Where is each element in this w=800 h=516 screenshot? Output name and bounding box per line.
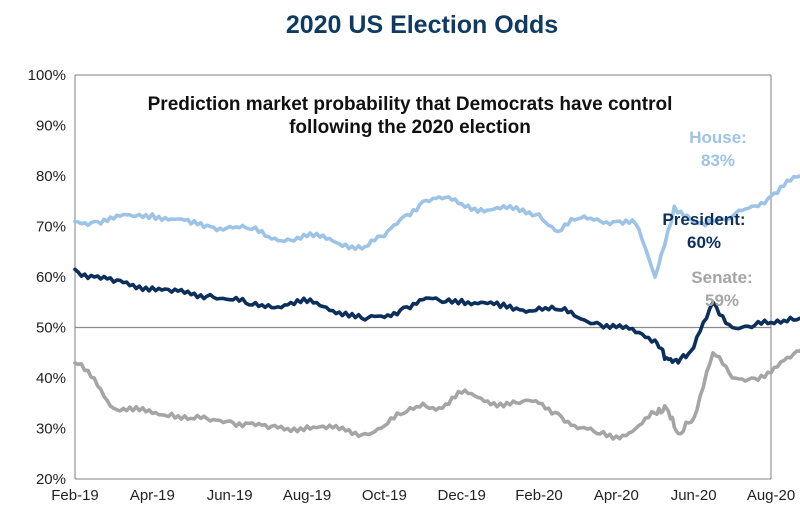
x-tick-label: Dec-19 bbox=[437, 487, 485, 504]
x-tick-label: Jun-19 bbox=[207, 487, 253, 504]
x-tick-label: Apr-20 bbox=[594, 487, 639, 504]
series-lines bbox=[73, 174, 800, 441]
series-name-label: Senate: bbox=[691, 268, 752, 287]
y-tick-label: 70% bbox=[36, 219, 66, 236]
y-tick-label: 90% bbox=[36, 118, 66, 135]
y-tick-label: 30% bbox=[36, 421, 66, 438]
x-tick-label: Oct-19 bbox=[362, 487, 407, 504]
y-tick-label: 20% bbox=[36, 471, 66, 488]
y-tick-label: 100% bbox=[28, 67, 66, 84]
x-tick-label: Feb-20 bbox=[515, 487, 563, 504]
y-tick-label: 80% bbox=[36, 168, 66, 185]
series-line-senate bbox=[73, 348, 800, 441]
y-tick-label: 60% bbox=[36, 269, 66, 286]
x-tick-label: Jun-20 bbox=[671, 487, 717, 504]
series-line-president bbox=[73, 267, 800, 365]
series-end-value-label: 83% bbox=[701, 151, 735, 170]
series-labels: House: 83% President: 60% Senate: 59% bbox=[662, 128, 752, 310]
series-name-label: House: bbox=[689, 128, 747, 147]
series-end-value-label: 59% bbox=[705, 291, 739, 310]
x-tick-label: Aug-19 bbox=[283, 487, 331, 504]
x-tick-label: Aug-20 bbox=[747, 487, 795, 504]
series-end-value-label: 60% bbox=[687, 233, 721, 252]
chart-title: 2020 US Election Odds bbox=[286, 11, 558, 39]
x-tick-label: Feb-19 bbox=[51, 487, 99, 504]
y-axis: 20% 30% 40% 50% 60% 70% 80% 90% 100% bbox=[28, 67, 66, 488]
y-tick-label: 40% bbox=[36, 370, 66, 387]
y-tick-label: 50% bbox=[36, 320, 66, 337]
x-tick-label: Apr-19 bbox=[130, 487, 175, 504]
series-line-house bbox=[73, 195, 719, 279]
series-line-house bbox=[715, 174, 800, 224]
chart-subtitle-line-1: Prediction market probability that Democ… bbox=[148, 94, 673, 115]
series-name-label: President: bbox=[662, 210, 745, 229]
chart-subtitle-line-2: following the 2020 election bbox=[289, 117, 531, 138]
x-axis: Feb-19 Apr-19 Jun-19 Aug-19 Oct-19 Dec-19 Feb-… bbox=[51, 487, 795, 504]
